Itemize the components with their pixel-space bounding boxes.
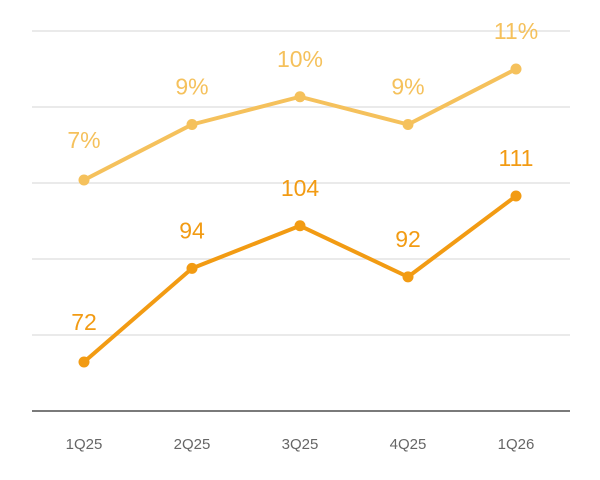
data-point-percentage [186,119,198,130]
data-label-absolute: 72 [71,309,97,335]
data-point-percentage [78,174,90,186]
data-point-absolute [78,356,90,368]
data-point-percentage [402,119,414,130]
data-point-percentage [510,63,522,75]
data-label-percentage: 9% [175,74,208,100]
data-point-absolute [510,190,522,202]
data-label-percentage: 11% [494,18,538,44]
x-tick-label: 1Q25 [66,436,103,453]
data-point-absolute [186,262,198,274]
data-point-absolute [402,271,414,283]
x-tick-label: 3Q25 [282,436,319,453]
series-line-percentage [82,67,518,182]
x-tick-label: 2Q25 [174,436,211,453]
data-label-percentage: 7% [67,127,100,153]
x-tick-label: 4Q25 [390,436,427,453]
data-label-absolute: 92 [395,226,421,252]
data-point-absolute [294,220,306,232]
data-label-percentage: 10% [277,46,323,72]
data-label-percentage: 9% [391,74,424,100]
data-label-absolute: 104 [281,175,320,201]
data-label-absolute: 94 [179,217,205,243]
x-tick-label: 1Q26 [498,436,535,453]
data-point-percentage [294,91,306,103]
data-label-absolute: 111 [499,145,534,171]
